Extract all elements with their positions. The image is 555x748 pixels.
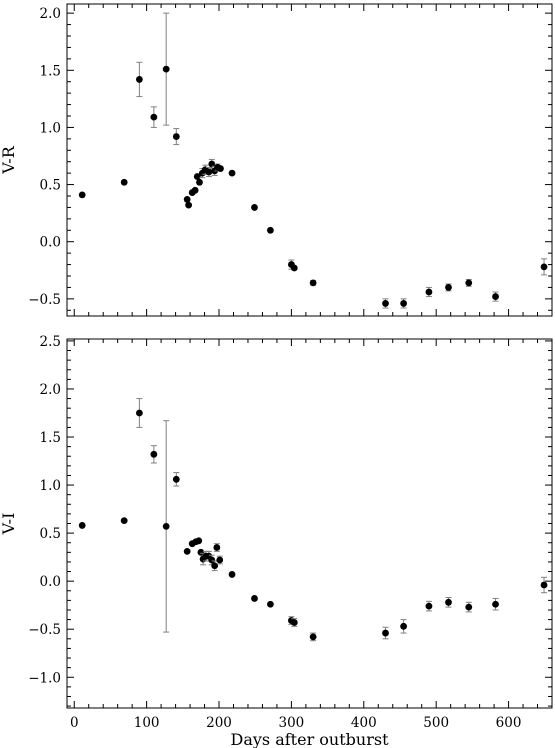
x-tick-label: 200 (206, 715, 232, 731)
y-axis-label: V-R (0, 145, 18, 174)
y-tick-label: 2.0 (40, 382, 61, 398)
x-tick-label: 500 (423, 715, 449, 731)
data-point (445, 284, 452, 291)
data-point (425, 602, 433, 610)
x-tick-label: 400 (351, 715, 377, 731)
data-point (78, 522, 86, 529)
data-point (205, 168, 213, 176)
data-point (211, 562, 219, 570)
data-point (78, 191, 86, 199)
y-tick-label: −1.0 (28, 670, 61, 686)
y-tick-label: 0.0 (40, 574, 61, 590)
x-tick-label: 600 (496, 715, 522, 731)
y-axis-label: V-I (0, 513, 18, 536)
y-tick-label: 1.0 (40, 120, 61, 136)
panel-top: −0.5 0.0 0.5 1.0 1.5 2.0 V-R (0, 3, 553, 317)
data-point (135, 409, 143, 417)
data-point (185, 201, 193, 209)
data-point (540, 581, 548, 589)
y-tick-label: 1.5 (40, 430, 61, 446)
plot-frame (66, 3, 553, 317)
data-point (400, 622, 408, 630)
data-point (400, 300, 408, 307)
data-point (150, 450, 158, 458)
data-point (290, 619, 298, 626)
y-tick-label: 2.5 (40, 334, 61, 350)
x-axis-label: Days after outburst (231, 730, 390, 748)
data-point (208, 556, 216, 564)
data-point (216, 556, 224, 564)
data-point (193, 173, 201, 180)
data-point (382, 629, 389, 637)
data-point (120, 178, 128, 186)
data-point (196, 178, 203, 186)
data-point (183, 196, 191, 203)
data-point (150, 113, 158, 121)
data-point (120, 517, 128, 525)
x-tick-label: 0 (70, 715, 79, 731)
data-point (309, 633, 317, 641)
x-tick-label: 100 (134, 715, 160, 731)
data-point (191, 186, 199, 194)
y-tick-label: 0.5 (40, 178, 61, 194)
data-point (208, 160, 216, 168)
y-tick-label: 0.5 (40, 526, 61, 542)
data-point (228, 571, 236, 578)
data-point (382, 300, 389, 307)
data-point (445, 598, 452, 606)
data-point (492, 293, 499, 300)
y-tick-label: 2.0 (40, 6, 61, 22)
y-tick-label: 1.5 (40, 63, 61, 79)
plot-frame (66, 338, 553, 709)
data-point (162, 522, 170, 530)
data-point (425, 288, 433, 296)
data-point (267, 600, 274, 608)
data-point (251, 595, 258, 602)
x-tick-label: 300 (279, 715, 305, 731)
panel-bottom: 0 100 200 300 400 500 600 Days after outburst −1… (0, 334, 553, 748)
data-point (465, 279, 473, 287)
y-tick-label: 1.0 (40, 478, 61, 494)
data-point (465, 603, 473, 611)
data-point (492, 600, 499, 608)
data-point (540, 263, 548, 271)
y-tick-label: −0.5 (28, 622, 61, 638)
data-point (172, 475, 180, 483)
data-point (251, 204, 258, 211)
data-point (267, 226, 274, 234)
data-point (172, 133, 180, 140)
data-point (162, 65, 170, 73)
data-point (290, 264, 298, 272)
y-tick-label: 0.0 (40, 235, 61, 251)
data-point (228, 169, 236, 177)
data-point (195, 537, 203, 545)
data-point (135, 76, 143, 83)
data-point (309, 279, 317, 287)
data-point (183, 547, 191, 555)
data-point (213, 544, 221, 551)
data-point (217, 165, 224, 172)
y-tick-label: −0.5 (28, 292, 61, 308)
